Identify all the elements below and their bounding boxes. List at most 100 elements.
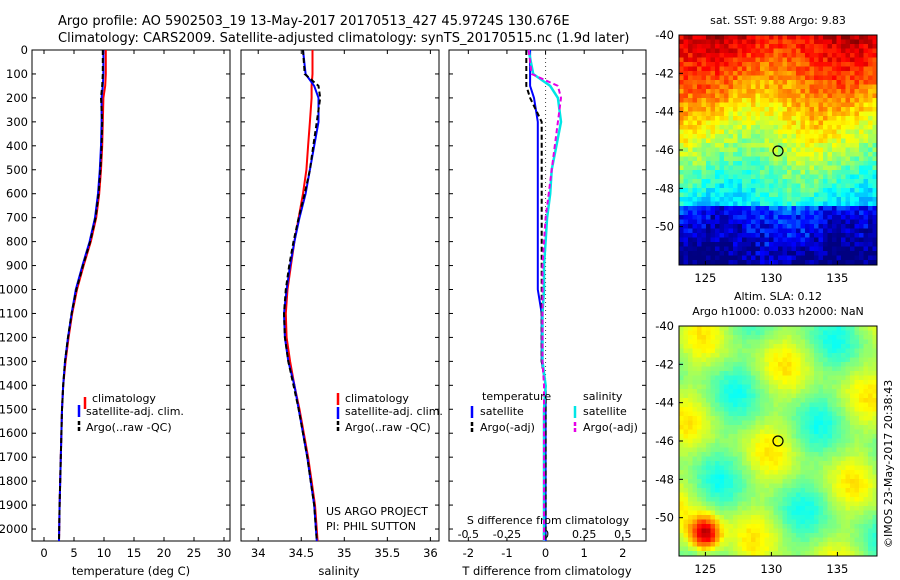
- sst-cell: [710, 174, 716, 180]
- sst-cell: [679, 165, 684, 171]
- sst-cell: [737, 89, 743, 94]
- sst-cell: [715, 179, 720, 184]
- sla-cell: [800, 330, 806, 336]
- sst-cell: [872, 170, 877, 175]
- sla-cell: [791, 353, 797, 358]
- sst-cell: [850, 228, 855, 234]
- sla-cell: [769, 326, 774, 331]
- sst-cell: [706, 224, 711, 229]
- sst-cell: [769, 165, 774, 171]
- sla-cell: [715, 393, 720, 399]
- sla-cell: [715, 398, 720, 403]
- sla-cell: [764, 546, 770, 552]
- sla-cell: [868, 411, 873, 417]
- sla-cell: [782, 326, 788, 331]
- sst-cell: [773, 161, 779, 166]
- temperature-tick-label: 20: [157, 546, 172, 560]
- sla-cell: [773, 425, 779, 430]
- sla-cell: [791, 461, 797, 466]
- sst-cell: [773, 39, 779, 45]
- sst-cell: [710, 120, 716, 126]
- sla-cell: [814, 510, 819, 516]
- sst-cell: [796, 260, 801, 265]
- sla-cell: [692, 407, 698, 412]
- sst-cell: [778, 161, 783, 166]
- sla-cell: [868, 483, 873, 489]
- sst-cell: [845, 242, 851, 247]
- sla-cell: [814, 483, 819, 489]
- sst-cell: [724, 219, 729, 225]
- sla-cell: [769, 506, 774, 511]
- sst-cell: [746, 260, 752, 265]
- sst-cell: [742, 242, 747, 247]
- sla-cell: [800, 533, 806, 538]
- sst-cell: [791, 237, 797, 243]
- sla-cell: [769, 434, 774, 439]
- sla-cell: [701, 510, 707, 516]
- sst-cell: [791, 188, 797, 193]
- sla-cell: [823, 483, 828, 489]
- sla-cell: [715, 492, 720, 498]
- sst-cell: [854, 188, 860, 193]
- sla-cell: [791, 533, 797, 538]
- sst-cell: [827, 165, 833, 171]
- sla-cell: [859, 366, 864, 372]
- sla-cell: [872, 546, 877, 552]
- sla-cell: [805, 515, 810, 520]
- sst-cell: [782, 107, 788, 112]
- sst-cell: [688, 93, 693, 99]
- sst-cell: [746, 53, 752, 58]
- sla-cell: [719, 461, 725, 466]
- sla-cell: [701, 402, 707, 408]
- sst-cell: [688, 120, 693, 126]
- sst-cell: [787, 183, 792, 189]
- sla-cell: [715, 438, 720, 444]
- sla-cell: [850, 398, 855, 403]
- sla-cell: [760, 339, 765, 345]
- sla-cell: [769, 542, 774, 547]
- sla-cell: [697, 524, 702, 529]
- sla-cell: [845, 515, 851, 520]
- sla-cell: [683, 348, 689, 354]
- sst-cell: [760, 84, 765, 90]
- sst-cell: [737, 102, 743, 108]
- sla-cell: [742, 429, 747, 435]
- sst-cell: [764, 224, 770, 229]
- sla-cell: [769, 438, 774, 444]
- sla-map: [679, 326, 877, 556]
- sst-cell: [737, 116, 743, 121]
- sst-cell: [737, 62, 743, 67]
- sla-cell: [688, 375, 693, 381]
- sla-cell: [742, 384, 747, 390]
- sst-cell: [697, 201, 702, 207]
- sst-cell: [724, 35, 729, 40]
- sst-cell: [800, 233, 806, 238]
- sst-cell: [733, 129, 738, 135]
- sla-cell: [769, 447, 774, 453]
- sla-cell: [746, 366, 752, 372]
- sst-cell: [841, 255, 846, 261]
- sla-cell: [823, 510, 828, 516]
- sst-cell: [683, 228, 689, 234]
- sst-cell: [688, 260, 693, 265]
- sla-cell: [710, 330, 716, 336]
- sst-cell: [868, 138, 873, 144]
- sla-cell: [760, 402, 765, 408]
- sla-cell: [791, 344, 797, 349]
- sst-cell: [764, 233, 770, 238]
- sla-cell: [854, 434, 860, 439]
- sst-cell: [791, 48, 797, 54]
- sst-cell: [733, 102, 738, 108]
- sst-cell: [791, 120, 797, 126]
- sla-cell: [787, 407, 792, 412]
- sst-cell: [724, 143, 729, 148]
- sla-cell: [773, 335, 779, 340]
- sla-cell: [746, 524, 752, 529]
- sla-cell: [679, 425, 684, 430]
- sla-cell: [773, 510, 779, 516]
- sla-cell: [823, 461, 828, 466]
- sla-cell: [823, 537, 828, 543]
- sst-cell: [746, 201, 752, 207]
- sla-cell: [809, 380, 815, 385]
- sst-cell: [818, 197, 824, 202]
